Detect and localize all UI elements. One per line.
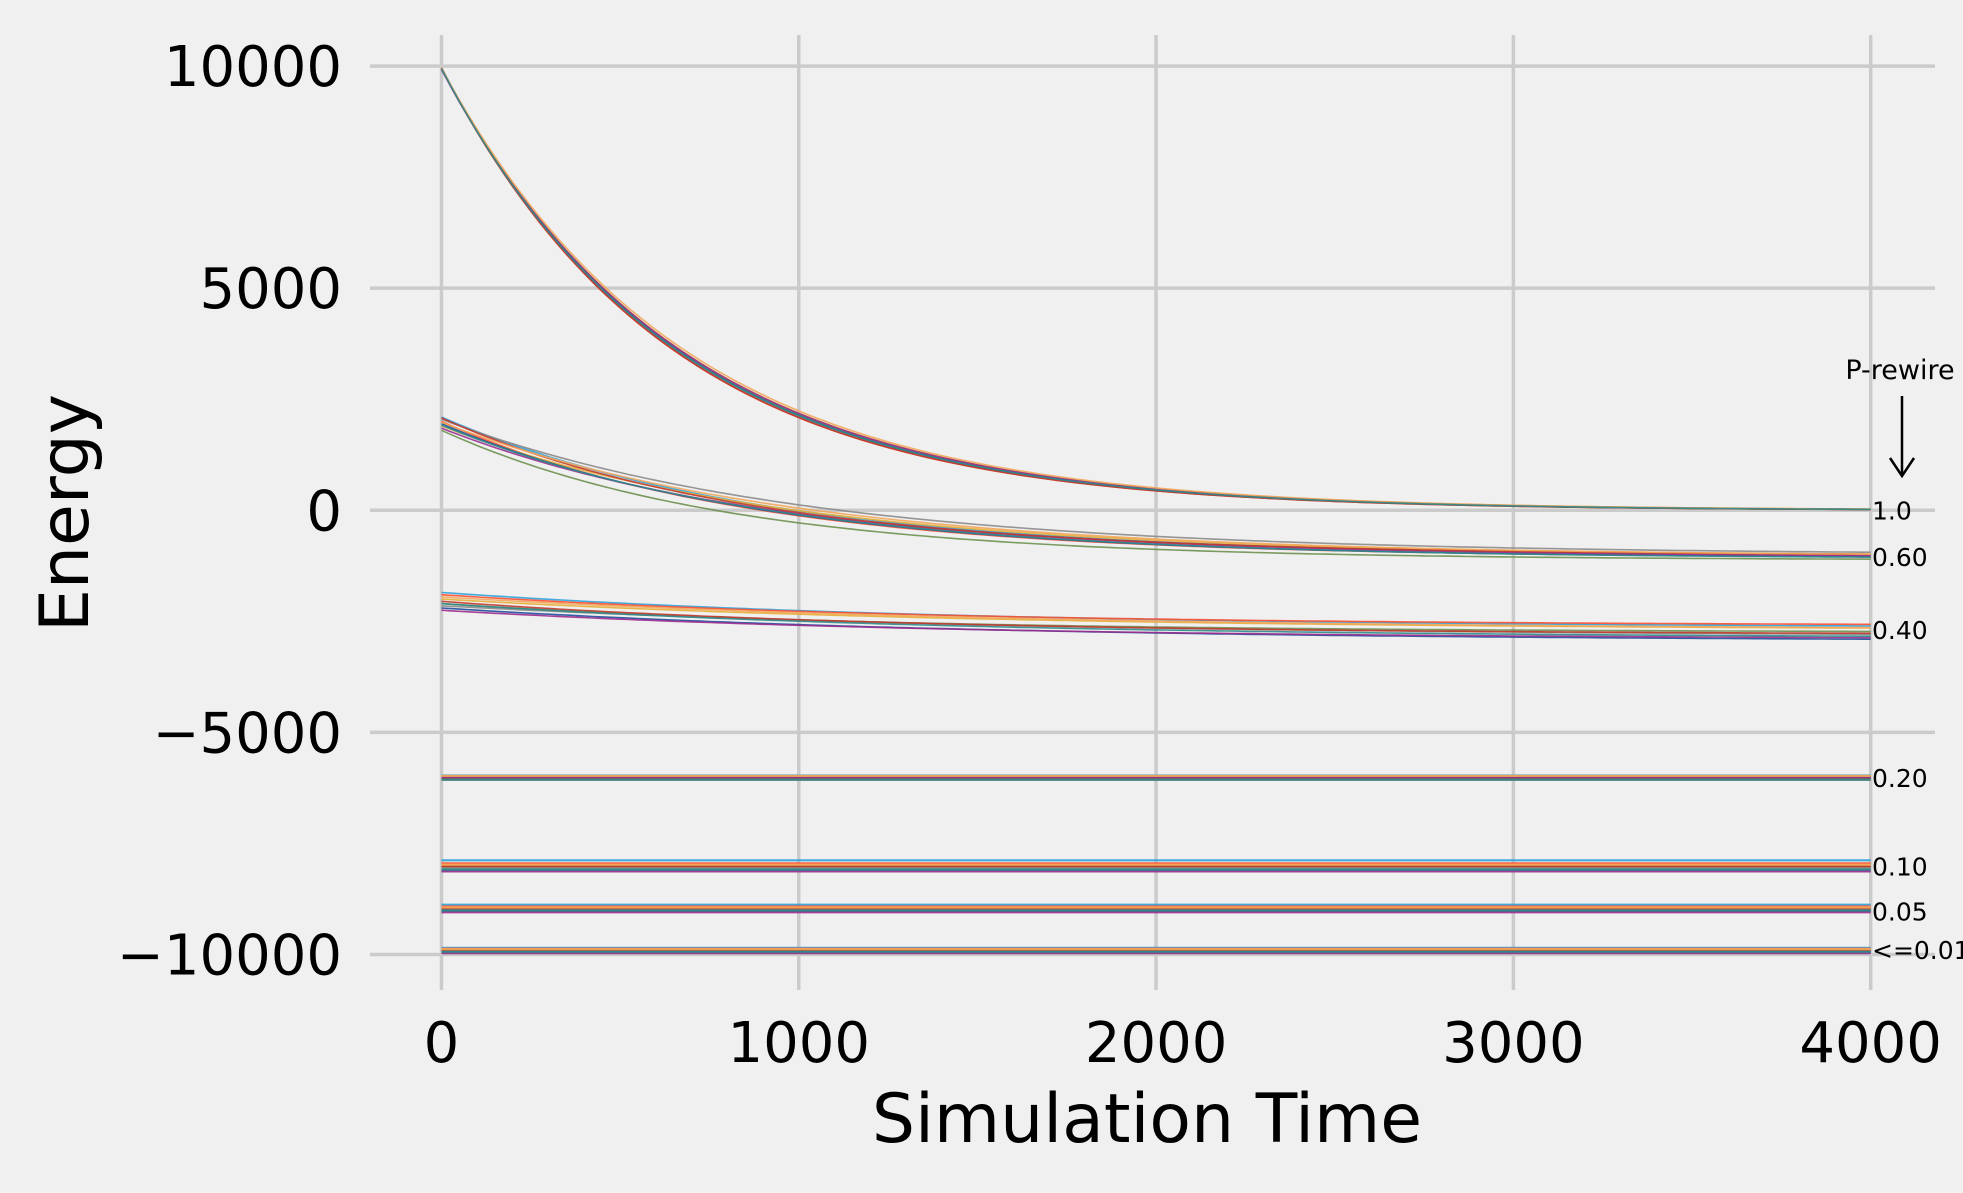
series-group-6 [441, 946, 1871, 955]
x-tick-label: 1000 [728, 1011, 871, 1076]
series-group-2 [441, 591, 1871, 641]
series-group-0 [440, 67, 1871, 511]
x-axis-label: Simulation Time [872, 1080, 1422, 1159]
series-line [441, 418, 1871, 554]
annotation-layer: P-rewire 1.0 0.60 0.40 0.20 0.10 0.05 <=0.01 [1845, 355, 1963, 965]
y-tick-label: −10000 [117, 923, 342, 988]
p-rewire-label: <=0.01 [1872, 936, 1963, 965]
series-line [441, 609, 1871, 639]
series-line [441, 600, 1871, 635]
p-rewire-label: 0.10 [1872, 853, 1928, 882]
y-tick-label: 5000 [199, 257, 342, 322]
series-group-3 [441, 774, 1871, 782]
annotation-title: P-rewire [1845, 355, 1954, 386]
series-line [441, 602, 1871, 638]
y-tick-labels: 10000 5000 0 −5000 −10000 [117, 35, 342, 988]
series-group-5 [441, 903, 1871, 914]
grid-layer [370, 35, 1935, 990]
series-line [441, 424, 1871, 558]
series-line [441, 593, 1871, 626]
x-tick-labels: 0 1000 2000 3000 4000 [424, 1011, 1942, 1076]
series-layer [440, 67, 1871, 955]
series-line [441, 421, 1871, 556]
p-rewire-label: 0.40 [1872, 616, 1928, 645]
p-rewire-label: 0.05 [1872, 897, 1928, 926]
y-tick-label: 0 [306, 479, 342, 544]
y-axis-label: Energy [26, 394, 105, 632]
series-group-1 [441, 416, 1871, 560]
p-rewire-label: 1.0 [1872, 496, 1912, 525]
series-line [441, 596, 1871, 629]
y-tick-label: 10000 [164, 35, 342, 100]
y-tick-label: −5000 [153, 701, 342, 766]
x-tick-label: 2000 [1085, 1011, 1228, 1076]
x-tick-label: 3000 [1442, 1011, 1585, 1076]
x-tick-label: 4000 [1799, 1011, 1942, 1076]
p-rewire-label: 0.20 [1872, 764, 1928, 793]
series-line [441, 429, 1871, 560]
series-group-4 [441, 859, 1871, 873]
p-rewire-label: 0.60 [1872, 543, 1928, 572]
x-tick-label: 0 [424, 1011, 460, 1076]
series-line [440, 68, 1871, 511]
annotation-arrow-head-icon [1888, 457, 1916, 479]
